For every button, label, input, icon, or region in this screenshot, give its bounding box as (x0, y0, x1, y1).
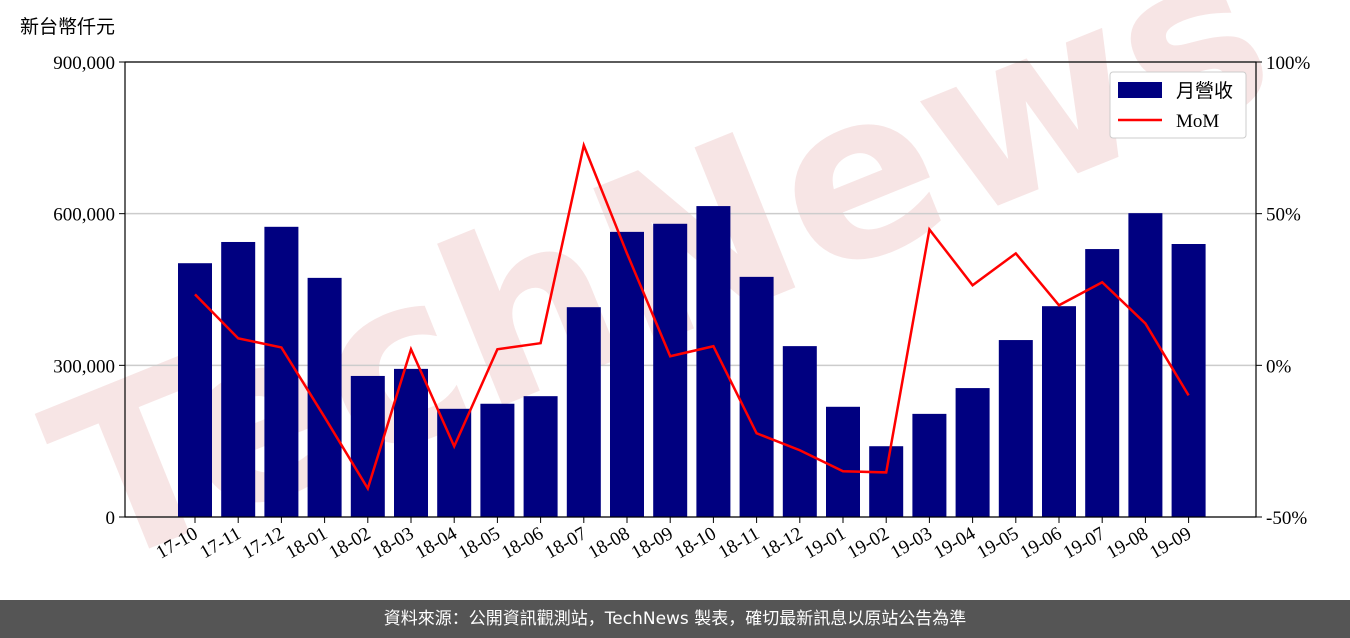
bar (566, 307, 601, 517)
legend-label: 月營收 (1176, 80, 1233, 102)
bar (912, 413, 947, 517)
y2-tick-label: 0% (1266, 356, 1292, 377)
bar (610, 231, 644, 517)
x-tick-label: 19-02 (844, 523, 893, 563)
bar (221, 241, 256, 517)
bar (739, 276, 774, 517)
x-tick-label: 19-07 (1060, 523, 1109, 563)
x-tick-label: 19-01 (801, 523, 850, 563)
legend-label: MoM (1176, 111, 1219, 132)
x-tick-label: 18-08 (585, 523, 634, 563)
y-tick-label: 900,000 (53, 53, 115, 74)
bar (955, 388, 990, 517)
y-axis-label: 新台幣仟元 (20, 16, 115, 38)
x-tick-label: 18-07 (541, 523, 590, 563)
bar (350, 375, 385, 517)
x-tick-label: 18-04 (412, 523, 461, 564)
bar (1171, 244, 1206, 517)
y-tick-label: 0 (106, 508, 116, 529)
bar (653, 223, 688, 517)
bar (178, 263, 212, 517)
x-tick-label: 19-04 (930, 523, 979, 564)
bar (998, 340, 1033, 517)
bar (826, 406, 860, 517)
legend-swatch (1118, 82, 1162, 98)
chart: TechNews 新台幣仟元 0300,000600,000900,000-50… (17, 0, 1311, 621)
y2-tick-label: 50% (1266, 205, 1301, 226)
bar (1128, 213, 1163, 517)
x-tick-label: 19-08 (1103, 523, 1152, 563)
bar (523, 396, 558, 517)
y2-tick-label: -50% (1266, 508, 1307, 529)
y2-tick-label: 100% (1266, 53, 1311, 74)
x-tick-label: 18-03 (369, 523, 418, 563)
plot-frame (124, 61, 1257, 518)
x-tick-label: 18-12 (757, 523, 806, 563)
bar (394, 368, 428, 517)
bar (264, 226, 299, 518)
bar (869, 446, 904, 517)
line (194, 141, 1190, 492)
y-tick-label: 300,000 (53, 356, 115, 377)
bar (1042, 306, 1076, 517)
footer: 資料來源：公開資訊觀測站，TechNews 製表，確切最新訊息以原站公告為準 (0, 600, 1350, 638)
bar (437, 408, 472, 517)
bar (480, 403, 515, 517)
x-tick-label: 18-10 (671, 523, 720, 563)
bar (782, 346, 817, 517)
bar (696, 206, 731, 518)
y-tick-label: 600,000 (53, 205, 115, 226)
x-tick-label: 18-11 (715, 523, 763, 563)
x-tick-label: 18-06 (498, 523, 547, 563)
x-tick-label: 19-05 (973, 523, 1022, 563)
x-tick-label: 19-09 (1146, 523, 1195, 563)
x-tick-label: 18-09 (628, 523, 677, 563)
x-tick-label: 18-05 (455, 523, 504, 563)
x-tick-label: 19-06 (1017, 523, 1066, 563)
x-tick-label: 19-03 (887, 523, 936, 563)
